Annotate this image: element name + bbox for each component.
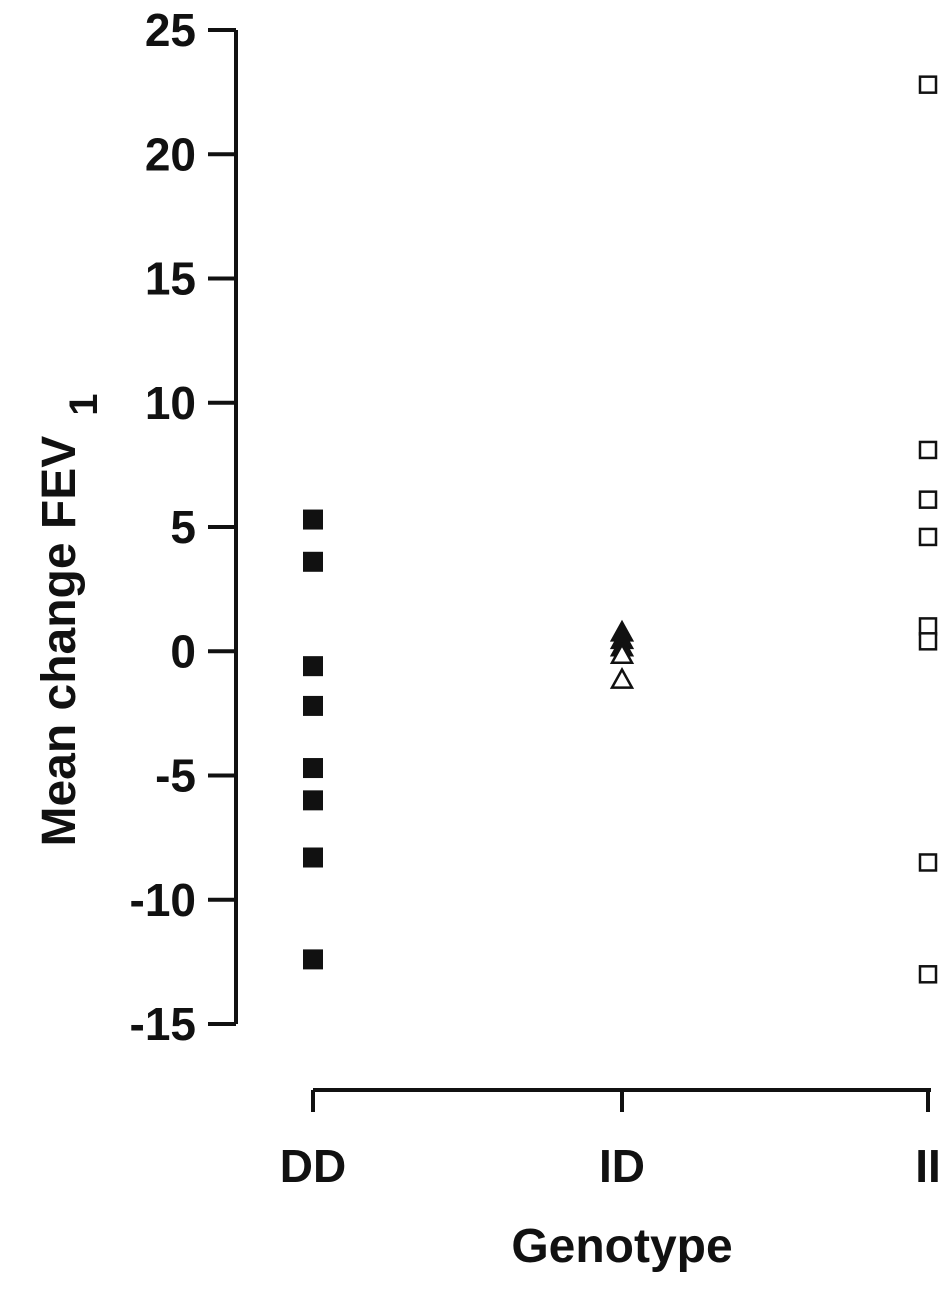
point-ii <box>918 440 938 460</box>
point-id <box>609 642 635 664</box>
y-tick-label: 0 <box>170 625 196 677</box>
point-dd <box>303 695 323 716</box>
point-ii <box>918 965 938 984</box>
x-axis: DD ID II <box>280 1088 941 1192</box>
point-dd <box>303 758 323 779</box>
point-ii <box>918 75 938 94</box>
x-ticks: DD ID II <box>280 1090 941 1192</box>
y-axis-title-subscript: 1 <box>62 393 106 415</box>
y-axis-title-group: Mean change FEV 1 <box>33 393 106 846</box>
x-axis-title: Genotype <box>511 1220 732 1273</box>
point-ii <box>918 490 938 509</box>
point-ii <box>918 632 938 651</box>
y-axis-title-main: Mean change FEV <box>33 436 86 847</box>
y-axis: 25 20 15 10 5 0 -5 -10 -15 <box>130 4 238 1050</box>
x-tick-label: II <box>915 1140 941 1192</box>
point-ii <box>918 853 938 872</box>
point-id <box>609 667 635 689</box>
x-tick-label: DD <box>280 1140 346 1192</box>
data-points <box>303 75 938 984</box>
y-tick-label: 5 <box>170 501 196 553</box>
point-dd <box>303 656 323 677</box>
y-tick-label: -10 <box>130 874 196 926</box>
x-tick-label: ID <box>599 1140 645 1192</box>
y-tick-label: 25 <box>145 4 196 56</box>
y-axis-title: Mean change FEV 1 <box>33 393 106 846</box>
point-dd <box>303 509 323 530</box>
y-tick-label: -5 <box>155 750 196 802</box>
y-tick-label: 10 <box>145 377 196 429</box>
point-dd <box>303 551 323 572</box>
point-ii <box>918 527 938 547</box>
point-dd <box>303 949 323 970</box>
point-dd <box>303 790 323 811</box>
point-dd <box>303 847 323 868</box>
y-tick-label: 20 <box>145 128 196 180</box>
y-ticks: 25 20 15 10 5 0 -5 -10 -15 <box>130 4 236 1050</box>
point-ii <box>918 617 938 636</box>
y-tick-label: -15 <box>130 998 196 1050</box>
y-tick-label: 15 <box>145 253 196 305</box>
